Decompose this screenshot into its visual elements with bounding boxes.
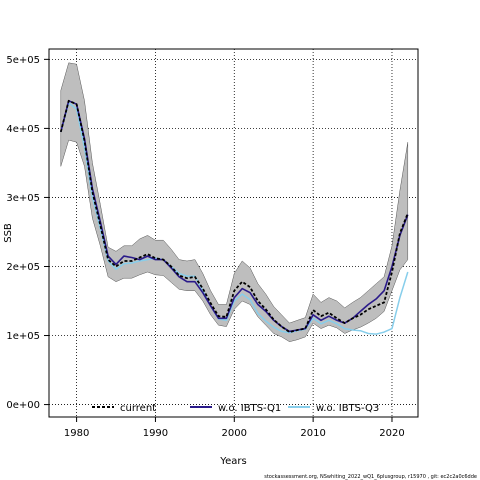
grid bbox=[49, 49, 418, 417]
legend: current w.o. IBTS-Q1 w.o. IBTS-Q3 bbox=[92, 403, 379, 414]
x-axis-ticks: 1980 1990 2000 2010 2020 bbox=[64, 417, 405, 439]
x-tick-label: 2020 bbox=[379, 428, 404, 439]
footnote: stockassessment.org, NSwhiting_2022_wQ1_… bbox=[264, 474, 477, 480]
legend-current-label: current bbox=[120, 403, 156, 414]
y-tick-label: 3e+05 bbox=[6, 193, 40, 204]
series-current bbox=[59, 99, 409, 334]
y-tick-label: 5e+05 bbox=[6, 55, 40, 66]
y-axis-ticks: 0e+00 1e+05 2e+05 3e+05 4e+05 5e+05 bbox=[6, 55, 49, 411]
x-tick-label: 2010 bbox=[300, 428, 325, 439]
x-tick-label: 1980 bbox=[64, 428, 89, 439]
legend-wo-ibts-q1-label: w.o. IBTS-Q1 bbox=[218, 403, 281, 414]
confidence-band bbox=[60, 62, 409, 342]
series-wo-ibts-q1 bbox=[60, 100, 409, 333]
x-axis-label: Years bbox=[219, 456, 246, 467]
legend-wo-ibts-q3-label: w.o. IBTS-Q3 bbox=[316, 403, 379, 414]
y-axis-label: SSB bbox=[3, 223, 14, 243]
series-lines bbox=[59, 99, 409, 335]
y-tick-label: 0e+00 bbox=[6, 400, 40, 411]
y-tick-label: 4e+05 bbox=[6, 124, 40, 135]
plot-frame bbox=[48, 48, 419, 418]
series-wo-ibts-q3 bbox=[60, 102, 409, 335]
y-tick-label: 2e+05 bbox=[6, 262, 40, 273]
y-tick-label: 1e+05 bbox=[6, 331, 40, 342]
x-tick-label: 2000 bbox=[222, 428, 247, 439]
x-tick-label: 1990 bbox=[143, 428, 168, 439]
